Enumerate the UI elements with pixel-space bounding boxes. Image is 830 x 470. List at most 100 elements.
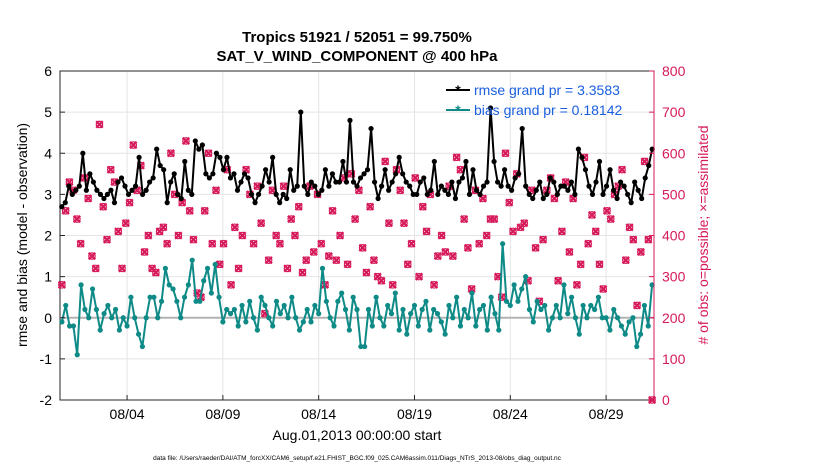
rmse-point bbox=[111, 200, 118, 206]
obs-possible-point bbox=[212, 186, 220, 195]
obs-assimilated-point bbox=[302, 256, 311, 265]
obs-assimilated-point bbox=[174, 231, 183, 240]
obs-assimilated-point bbox=[159, 223, 168, 232]
x-tick-label: 08/04 bbox=[110, 406, 145, 422]
obs-possible-point bbox=[231, 223, 239, 232]
left-tick-label: 6 bbox=[44, 63, 52, 79]
rmse-point bbox=[533, 187, 539, 193]
x-tick-label: 08/29 bbox=[589, 406, 624, 422]
obs-possible-point bbox=[377, 276, 386, 285]
rmse-point bbox=[625, 191, 631, 197]
bias-point bbox=[166, 282, 172, 288]
obs-assimilated-point bbox=[411, 173, 420, 183]
bias-point bbox=[561, 282, 567, 288]
rmse-point bbox=[572, 191, 578, 197]
bias-point bbox=[270, 323, 276, 329]
obs-assimilated-point bbox=[467, 284, 476, 294]
bias-point bbox=[178, 315, 184, 321]
obs-possible-point bbox=[531, 244, 540, 252]
bias-point bbox=[116, 327, 122, 333]
bias-point bbox=[135, 331, 142, 337]
obs-assimilated-point bbox=[204, 149, 213, 158]
bias-point bbox=[446, 302, 452, 309]
bias-point bbox=[105, 302, 111, 309]
obs-assimilated-point bbox=[102, 235, 112, 244]
obs-possible-point bbox=[437, 231, 446, 240]
right-tick-label: 300 bbox=[662, 269, 686, 285]
bias-point bbox=[592, 306, 598, 313]
rmse-point bbox=[364, 167, 371, 173]
bias-point bbox=[595, 294, 602, 300]
obs-possible-point bbox=[479, 194, 487, 203]
obs-assimilated-point bbox=[234, 264, 243, 273]
obs-assimilated-point bbox=[287, 214, 296, 224]
rmse-point bbox=[642, 175, 648, 181]
obs-possible-point bbox=[155, 227, 164, 236]
bias-point bbox=[250, 315, 257, 321]
obs-possible-point bbox=[501, 149, 510, 158]
rmse-point bbox=[231, 171, 237, 177]
bias-point bbox=[158, 298, 165, 304]
bias-point bbox=[350, 294, 356, 300]
obs-assimilated-point bbox=[324, 251, 333, 261]
bias-point bbox=[392, 290, 398, 296]
rmse-point bbox=[350, 179, 357, 185]
obs-assimilated-point bbox=[621, 256, 630, 265]
left-tick-label: 5 bbox=[44, 104, 52, 120]
bias-point bbox=[289, 294, 295, 300]
legend-bias-label: bias grand pr = 0.18142 bbox=[474, 102, 622, 118]
obs-assimilated-point bbox=[520, 219, 529, 228]
obs-assimilated-point bbox=[117, 264, 127, 273]
bias-point bbox=[362, 343, 368, 350]
obs-assimilated-point bbox=[181, 136, 191, 145]
rmse-point bbox=[449, 179, 455, 185]
bias-point bbox=[78, 282, 84, 288]
rmse-point bbox=[347, 117, 353, 123]
bias-point bbox=[231, 306, 237, 313]
obs-possible-point bbox=[332, 256, 341, 264]
obs-possible-point bbox=[272, 231, 280, 240]
obs-possible-point bbox=[441, 248, 450, 256]
obs-assimilated-point bbox=[99, 202, 108, 211]
rmse-point bbox=[417, 179, 423, 185]
obs-assimilated-point bbox=[381, 157, 390, 166]
rmse-point bbox=[189, 191, 195, 197]
bias-point bbox=[584, 315, 590, 321]
obs-assimilated-point bbox=[565, 247, 574, 257]
rmse-point bbox=[452, 195, 459, 202]
obs-assimilated-point bbox=[358, 243, 367, 252]
chart-title: Tropics 51921 / 52051 = 99.750% bbox=[242, 29, 472, 46]
obs-possible-point bbox=[144, 231, 153, 240]
obs-assimilated-point bbox=[505, 198, 514, 207]
rmse-point bbox=[428, 187, 434, 193]
obs-assimilated-point bbox=[377, 276, 386, 285]
rmse-point bbox=[530, 195, 536, 202]
rmse-point bbox=[252, 200, 258, 206]
bias-point bbox=[507, 302, 513, 309]
rmse-point bbox=[248, 191, 255, 197]
rmse-point bbox=[80, 150, 86, 156]
obs-assimilated-point bbox=[629, 235, 638, 244]
bias-point bbox=[519, 286, 525, 292]
bias-point bbox=[404, 331, 410, 337]
rmse-point bbox=[94, 187, 100, 193]
bias-point bbox=[565, 311, 571, 317]
bias-point bbox=[293, 315, 299, 321]
obs-possible-point bbox=[618, 165, 626, 174]
obs-possible-point bbox=[200, 207, 209, 215]
obs-possible-point bbox=[99, 202, 108, 211]
rmse-point bbox=[537, 179, 543, 185]
obs-assimilated-point bbox=[208, 239, 217, 248]
rmse-point bbox=[544, 191, 550, 197]
rmse-point bbox=[414, 191, 420, 197]
obs-possible-point bbox=[407, 239, 416, 248]
obs-possible-point bbox=[509, 227, 517, 236]
rmse-point bbox=[540, 195, 546, 202]
rmse-point bbox=[477, 191, 483, 197]
obs-assimilated-point bbox=[309, 247, 318, 257]
rmse-point bbox=[259, 183, 265, 189]
rmse-point bbox=[505, 183, 511, 189]
bias-point bbox=[220, 319, 226, 325]
obs-assimilated-point bbox=[433, 251, 442, 261]
bias-point bbox=[120, 315, 126, 321]
